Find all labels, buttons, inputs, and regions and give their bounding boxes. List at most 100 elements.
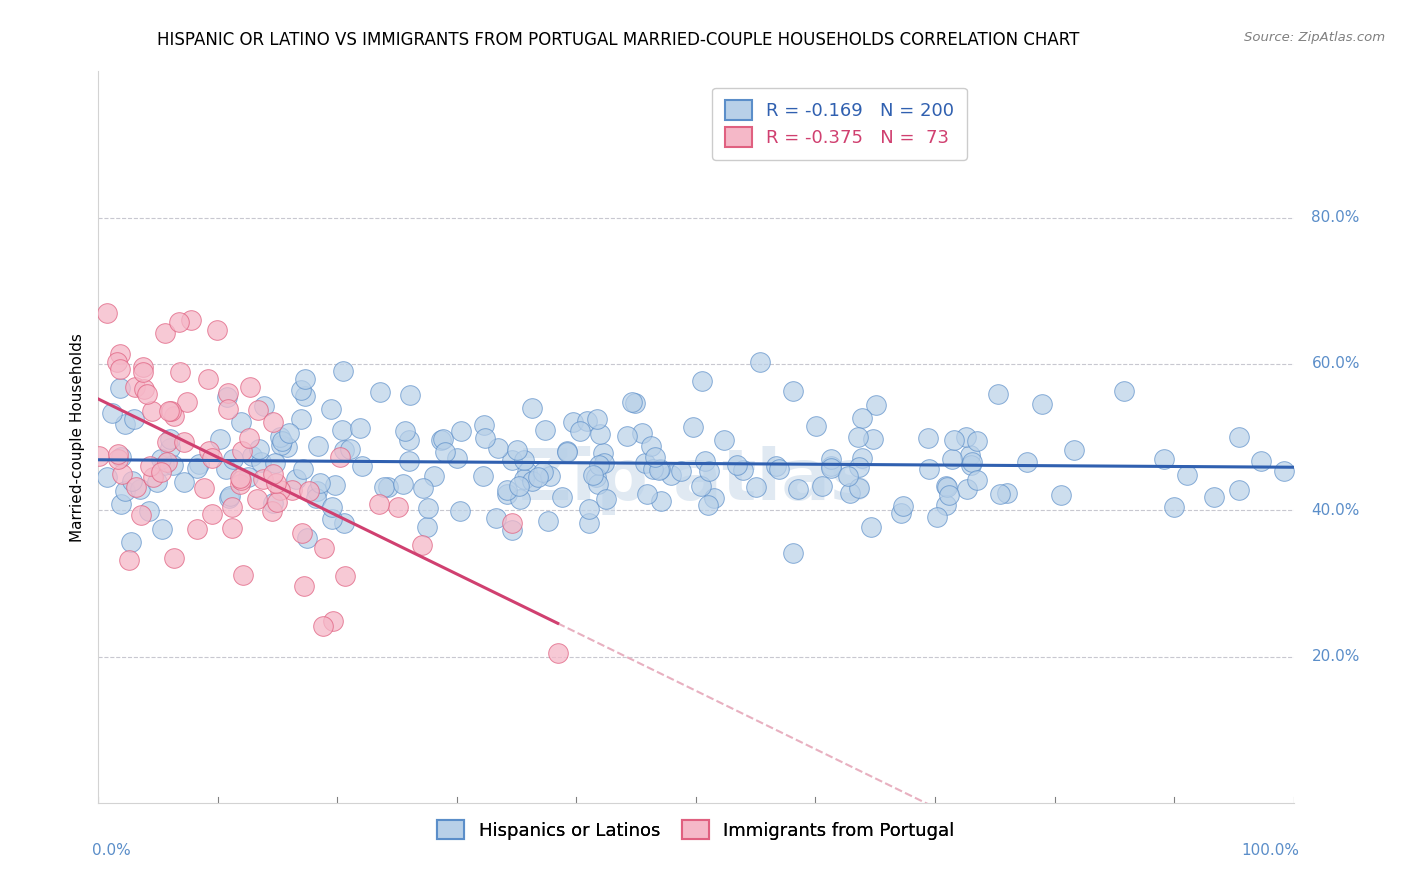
Point [197,372,219,386]
Point [156,455,179,469]
Point [943,433,966,447]
Point [218,489,240,503]
Point [246,491,269,506]
Point [121,474,143,488]
Point [839,486,862,500]
Point [471,469,494,483]
Point [138,459,160,474]
Point [927,510,949,524]
Point [669,464,692,478]
Point [176,394,198,409]
Point [218,491,240,505]
Point [593,457,616,471]
Point [412,482,434,496]
Point [520,474,543,488]
Text: 20.0%: 20.0% [1312,649,1360,664]
Point [110,450,132,464]
Point [966,473,988,487]
Point [281,483,304,497]
Point [568,424,591,438]
Point [193,481,215,495]
Point [349,421,371,435]
Point [312,619,335,633]
Point [501,516,523,531]
Point [533,423,555,437]
Point [578,516,600,530]
Point [987,387,1010,401]
Point [291,526,314,541]
Point [1202,491,1225,505]
Point [578,502,600,516]
Point [264,456,287,470]
Point [173,434,195,449]
Point [107,355,129,369]
Point [107,447,129,461]
Point [917,431,939,445]
Point [411,539,433,553]
Point [496,487,519,501]
Point [725,458,748,472]
Point [449,504,471,518]
Point [851,411,873,425]
Point [138,504,160,518]
Point [332,364,354,378]
Point [250,455,273,469]
Text: 100.0%: 100.0% [1241,843,1299,858]
Point [1114,384,1136,399]
Point [697,498,720,512]
Point [820,459,842,474]
Point [531,466,554,480]
Point [1227,483,1250,498]
Point [592,446,614,460]
Point [368,497,391,511]
Point [333,569,356,583]
Point [208,432,231,446]
Point [125,480,148,494]
Point [262,496,284,510]
Point [1153,452,1175,467]
Point [1250,453,1272,467]
Point [472,418,495,433]
Point [1031,397,1053,411]
Point [290,384,312,398]
Point [501,524,523,538]
Point [416,520,439,534]
Point [215,461,238,475]
Point [239,380,262,394]
Point [648,463,671,477]
Point [198,444,221,458]
Point [941,452,963,467]
Point [305,483,328,498]
Point [247,442,270,456]
Point [228,471,250,485]
Text: Source: ZipAtlas.com: Source: ZipAtlas.com [1244,31,1385,45]
Point [520,401,543,415]
Point [959,448,981,462]
Point [538,469,561,483]
Point [865,399,887,413]
Point [1163,500,1185,514]
Point [124,380,146,394]
Point [588,477,610,491]
Point [430,434,453,448]
Point [217,386,239,401]
Point [252,472,274,486]
Point [262,467,284,481]
Point [631,426,654,441]
Point [966,434,988,449]
Point [114,484,136,499]
Point [229,476,252,491]
Point [640,439,662,453]
Point [132,359,155,374]
Point [959,458,981,472]
Point [107,452,129,467]
Point [141,404,163,418]
Point [508,479,530,493]
Point [936,480,959,494]
Point [188,457,211,471]
Point [1015,454,1038,468]
Point [960,455,983,469]
Point [765,458,787,473]
Point [186,522,208,536]
Point [749,355,772,369]
